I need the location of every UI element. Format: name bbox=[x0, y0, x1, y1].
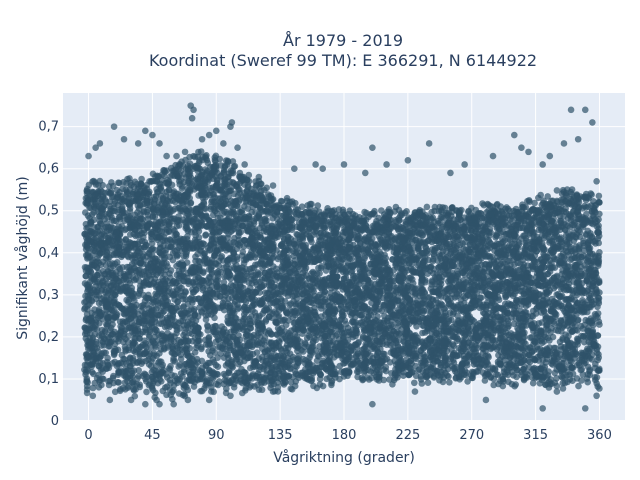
data-point bbox=[186, 295, 194, 303]
data-point bbox=[544, 193, 551, 200]
data-point bbox=[558, 302, 566, 310]
data-point bbox=[529, 307, 537, 315]
data-point bbox=[180, 303, 187, 310]
data-point bbox=[116, 213, 123, 221]
data-point bbox=[149, 213, 156, 221]
data-point bbox=[526, 198, 533, 205]
data-point bbox=[342, 320, 350, 328]
data-point bbox=[353, 368, 361, 376]
scatter-points bbox=[81, 148, 603, 404]
data-point bbox=[423, 203, 431, 211]
data-point bbox=[191, 311, 199, 319]
data-point bbox=[145, 333, 153, 341]
data-point bbox=[389, 381, 396, 388]
data-point bbox=[163, 391, 170, 399]
data-point bbox=[510, 320, 518, 328]
data-point bbox=[185, 280, 192, 288]
data-point bbox=[90, 209, 98, 216]
data-point bbox=[424, 379, 432, 387]
data-point bbox=[196, 304, 203, 311]
data-point bbox=[111, 388, 119, 396]
data-point bbox=[209, 211, 217, 219]
data-point bbox=[160, 346, 168, 353]
data-point bbox=[386, 376, 393, 383]
chart-title-line2: Koordinat (Sweref 99 TM): E 366291, N 61… bbox=[149, 51, 537, 70]
data-point bbox=[578, 377, 585, 384]
data-point bbox=[206, 351, 214, 359]
data-point bbox=[106, 190, 113, 197]
data-point bbox=[148, 240, 156, 247]
data-point bbox=[167, 243, 174, 251]
data-point bbox=[168, 371, 175, 379]
data-point bbox=[556, 338, 564, 346]
data-point bbox=[403, 208, 410, 215]
data-point bbox=[293, 230, 301, 238]
data-point bbox=[240, 260, 248, 267]
data-point bbox=[536, 380, 544, 387]
data-point bbox=[513, 373, 520, 381]
data-point bbox=[553, 382, 561, 390]
data-point bbox=[115, 275, 122, 282]
data-point bbox=[91, 306, 98, 313]
data-point bbox=[216, 343, 224, 351]
data-point bbox=[202, 166, 209, 173]
data-point bbox=[288, 386, 296, 393]
chart-title-line1: År 1979 - 2019 bbox=[283, 31, 403, 50]
data-point bbox=[262, 289, 269, 297]
data-point bbox=[319, 382, 327, 390]
